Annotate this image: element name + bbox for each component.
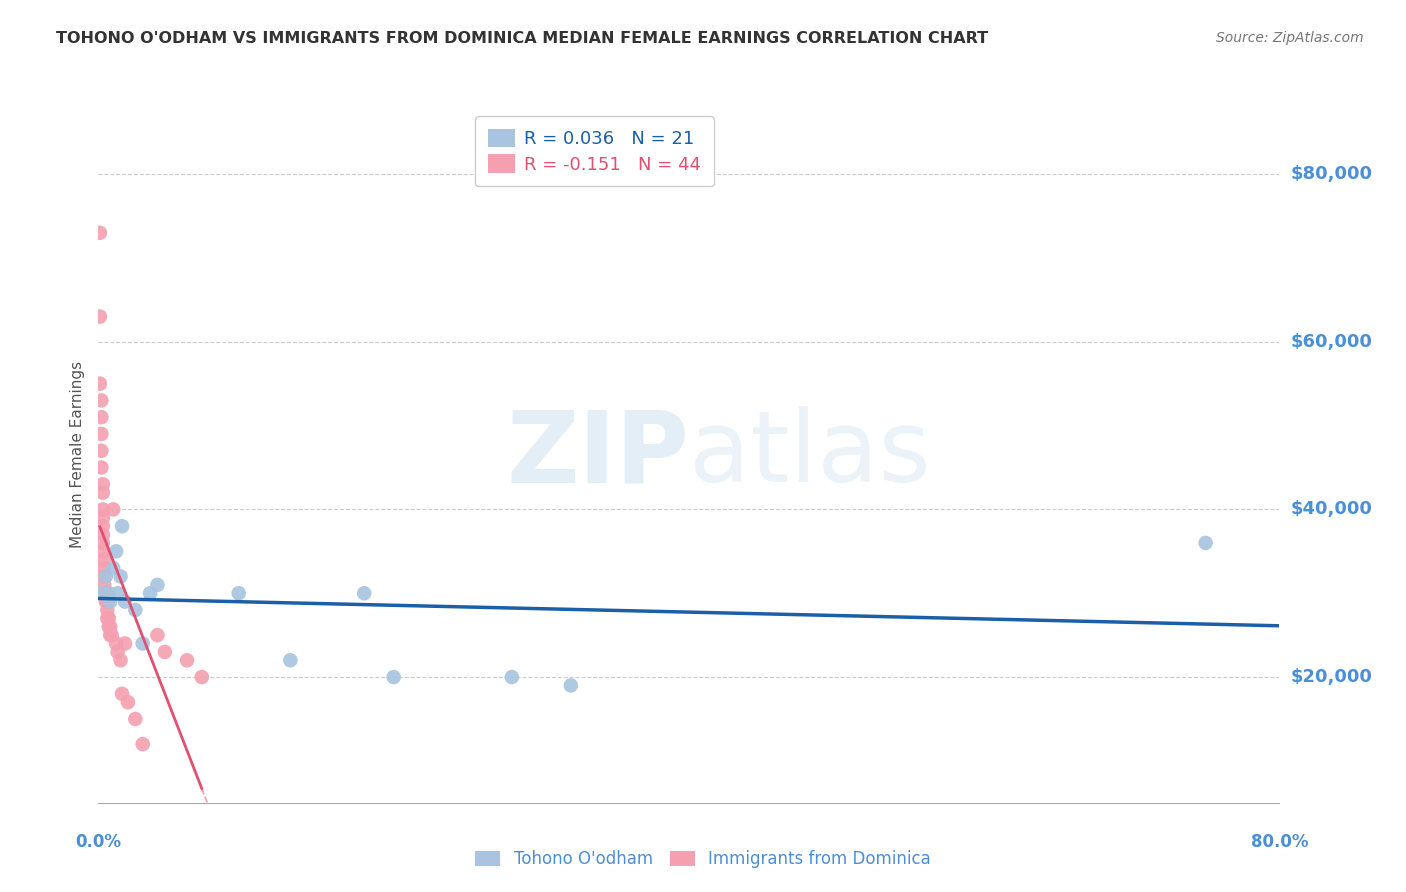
Point <box>278 653 302 667</box>
Point <box>100 628 122 642</box>
Point <box>93 569 115 583</box>
Point <box>111 687 134 701</box>
Text: atlas: atlas <box>689 407 931 503</box>
Point <box>91 485 114 500</box>
Point <box>560 678 582 692</box>
Point <box>90 443 112 458</box>
Point <box>90 586 112 600</box>
Point <box>114 636 136 650</box>
Text: 0.0%: 0.0% <box>76 833 121 851</box>
Point <box>111 519 134 533</box>
Point <box>91 544 114 558</box>
Point <box>228 586 250 600</box>
Point <box>1195 536 1218 550</box>
Text: TOHONO O'ODHAM VS IMMIGRANTS FROM DOMINICA MEDIAN FEMALE EARNINGS CORRELATION CH: TOHONO O'ODHAM VS IMMIGRANTS FROM DOMINI… <box>56 31 988 46</box>
Point <box>176 653 198 667</box>
Point <box>91 477 114 491</box>
Point <box>132 636 155 650</box>
Point <box>98 628 121 642</box>
Point <box>110 653 132 667</box>
Point <box>91 510 114 524</box>
Point <box>90 410 112 425</box>
Point <box>94 594 117 608</box>
Point <box>97 620 120 634</box>
Text: 80.0%: 80.0% <box>1251 833 1308 851</box>
Text: $80,000: $80,000 <box>1291 165 1372 183</box>
Point <box>89 376 111 391</box>
Text: ZIP: ZIP <box>506 407 689 503</box>
Point <box>107 586 129 600</box>
Text: Source: ZipAtlas.com: Source: ZipAtlas.com <box>1216 31 1364 45</box>
Point <box>353 586 375 600</box>
Point <box>153 645 176 659</box>
Legend: Tohono O'odham, Immigrants from Dominica: Tohono O'odham, Immigrants from Dominica <box>468 844 938 875</box>
Point <box>91 502 114 516</box>
Point <box>94 586 117 600</box>
Point <box>97 586 120 600</box>
Point <box>98 594 121 608</box>
Point <box>103 561 125 575</box>
Text: $40,000: $40,000 <box>1291 500 1372 518</box>
Point <box>90 460 112 475</box>
Point <box>91 519 114 533</box>
Point <box>382 670 405 684</box>
Point <box>96 594 118 608</box>
Point <box>103 502 125 516</box>
Point <box>191 670 214 684</box>
Point <box>132 737 155 751</box>
Point <box>90 393 112 408</box>
Point <box>124 712 146 726</box>
Point <box>139 586 162 600</box>
Point <box>94 569 117 583</box>
Point <box>94 586 117 600</box>
Point <box>501 670 523 684</box>
Point <box>93 561 115 575</box>
Point <box>96 603 118 617</box>
Point <box>89 226 111 240</box>
Point <box>105 544 128 558</box>
Legend: R = 0.036   N = 21, R = -0.151   N = 44: R = 0.036 N = 21, R = -0.151 N = 44 <box>475 116 714 186</box>
Point <box>146 628 169 642</box>
Point <box>98 620 121 634</box>
Point <box>114 594 136 608</box>
Point <box>96 611 118 625</box>
Point <box>124 603 146 617</box>
Point <box>91 527 114 541</box>
Text: $20,000: $20,000 <box>1291 668 1372 686</box>
Y-axis label: Median Female Earnings: Median Female Earnings <box>70 361 86 549</box>
Point <box>105 636 128 650</box>
Point <box>89 310 111 324</box>
Point <box>90 427 112 442</box>
Point <box>110 569 132 583</box>
Text: $60,000: $60,000 <box>1291 333 1372 351</box>
Point <box>97 611 120 625</box>
Point <box>146 578 169 592</box>
Point <box>93 552 115 566</box>
Point <box>91 536 114 550</box>
Point <box>93 578 115 592</box>
Point <box>107 645 129 659</box>
Point <box>117 695 139 709</box>
